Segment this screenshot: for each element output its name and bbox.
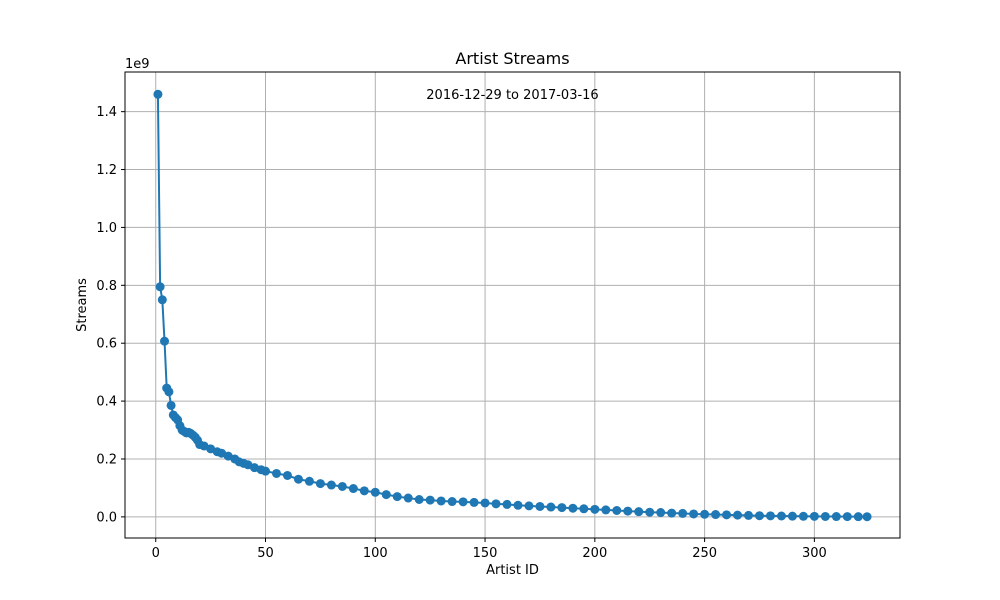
data-point: [809, 511, 819, 521]
data-point: [337, 481, 347, 491]
data-point: [842, 512, 852, 522]
data-point: [590, 504, 600, 514]
data-point: [348, 484, 358, 494]
plot-frame: [124, 71, 901, 539]
data-point: [722, 510, 732, 520]
data-point: [326, 480, 336, 490]
data-point: [293, 474, 303, 484]
data-point: [436, 496, 446, 506]
data-point: [403, 493, 413, 503]
data-point: [787, 511, 797, 521]
data-point: [711, 510, 721, 520]
data-point: [667, 508, 677, 518]
y-tick-label: 1.0: [96, 221, 117, 236]
data-point: [271, 468, 281, 478]
data-point: [733, 510, 743, 520]
x-tick-label: 150: [473, 546, 498, 561]
y-tick-label: 0.0: [96, 510, 117, 525]
data-point: [261, 466, 271, 476]
data-point: [513, 500, 523, 510]
data-point: [370, 487, 380, 497]
data-point: [557, 503, 567, 513]
data-point: [315, 479, 325, 489]
x-axis-label: Artist ID: [486, 563, 539, 578]
y-tick-label: 0.6: [96, 337, 117, 352]
data-point: [160, 336, 170, 346]
y-tick-label: 0.8: [96, 279, 117, 294]
data-point: [381, 490, 391, 500]
data-point: [678, 508, 688, 518]
data-point: [579, 504, 589, 514]
data-point: [469, 497, 479, 507]
x-tick-label: 0: [152, 546, 160, 561]
y-axis-label: Streams: [75, 278, 90, 332]
data-point: [153, 89, 163, 99]
x-tick-label: 100: [363, 546, 388, 561]
data-point: [546, 502, 556, 512]
data-point: [645, 507, 655, 517]
chart-title: Artist Streams: [455, 49, 569, 68]
data-point: [831, 512, 841, 522]
data-point: [447, 497, 457, 507]
data-point: [689, 509, 699, 519]
y-axis-offset-label: 1e9: [125, 57, 150, 72]
data-point: [765, 511, 775, 521]
x-tick-label: 300: [802, 546, 827, 561]
x-tick-label: 250: [692, 546, 717, 561]
x-axis-ticks: 0 50 100 150 200 250 300: [152, 538, 827, 561]
data-point: [754, 511, 764, 521]
data-point: [304, 476, 314, 486]
y-tick-label: 1.4: [96, 105, 117, 120]
data-point: [612, 506, 622, 515]
y-tick-label: 0.4: [96, 395, 117, 410]
data-point: [524, 501, 534, 511]
data-point: [164, 387, 174, 397]
data-point: [458, 497, 468, 507]
data-point: [392, 492, 402, 502]
data-point: [157, 295, 167, 305]
y-tick-label: 0.2: [96, 452, 117, 467]
data-point: [862, 512, 872, 522]
data-point: [535, 501, 545, 511]
y-tick-label: 1.2: [96, 163, 117, 178]
y-axis-ticks: 0.0 0.2 0.4 0.6 0.8 1.0 1.2 1.4: [96, 105, 125, 525]
data-point: [798, 511, 808, 521]
plot-area: [125, 72, 900, 538]
data-point: [155, 282, 165, 292]
data-point: [656, 508, 666, 518]
data-point: [359, 486, 369, 496]
x-tick-label: 50: [257, 546, 274, 561]
data-point: [601, 505, 611, 515]
data-point: [414, 495, 424, 504]
data-point: [700, 509, 710, 519]
data-series: [153, 89, 872, 522]
data-point: [480, 498, 490, 508]
data-point: [623, 506, 633, 516]
data-point: [853, 512, 863, 522]
data-point: [282, 470, 292, 480]
data-point: [568, 503, 578, 513]
data-point: [820, 511, 830, 521]
data-point: [425, 495, 435, 505]
data-point: [166, 400, 176, 410]
data-point: [634, 507, 644, 517]
data-point: [502, 499, 512, 509]
data-point: [744, 510, 754, 520]
grid-lines: [125, 72, 900, 538]
data-point: [776, 511, 786, 521]
x-tick-label: 200: [582, 546, 607, 561]
data-point: [491, 499, 501, 509]
date-range-annotation: 2016-12-29 to 2017-03-16: [426, 88, 598, 103]
